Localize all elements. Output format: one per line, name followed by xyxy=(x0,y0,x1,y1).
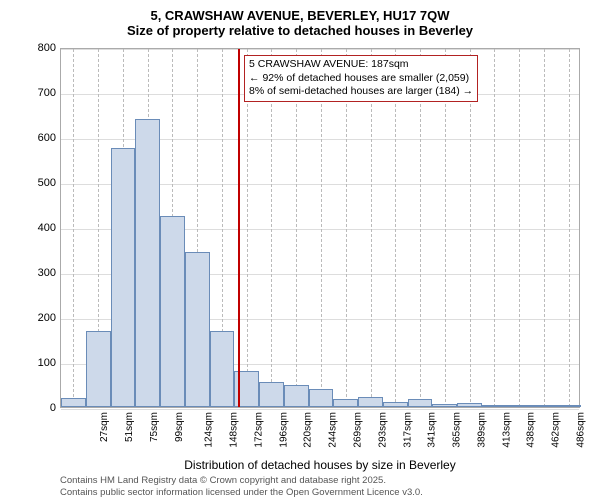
x-tick-label: 413sqm xyxy=(501,412,512,448)
gridline-h xyxy=(61,409,579,410)
histogram-bar xyxy=(135,119,160,407)
gridline-v xyxy=(395,49,396,407)
x-tick-label: 172sqm xyxy=(254,412,265,448)
x-tick-label: 462sqm xyxy=(551,412,562,448)
gridline-v xyxy=(544,49,545,407)
y-tick-label: 100 xyxy=(38,357,56,369)
gridline-h xyxy=(61,49,579,50)
x-tick-label: 341sqm xyxy=(427,412,438,448)
histogram-bar xyxy=(408,399,433,407)
histogram-bar xyxy=(259,382,284,407)
gridline-v xyxy=(296,49,297,407)
histogram-bar xyxy=(507,405,532,407)
gridline-v xyxy=(420,49,421,407)
histogram-bar xyxy=(358,397,383,407)
histogram-bar xyxy=(482,405,507,407)
x-tick-label: 244sqm xyxy=(328,412,339,448)
chart-title: 5, CRAWSHAW AVENUE, BEVERLEY, HU17 7QW xyxy=(0,0,600,23)
property-marker-line xyxy=(238,49,240,407)
x-tick-label: 486sqm xyxy=(575,412,586,448)
footer-line1: Contains HM Land Registry data © Crown c… xyxy=(60,475,423,486)
histogram-bar xyxy=(432,404,457,407)
histogram-bar xyxy=(210,331,235,408)
chart-subtitle: Size of property relative to detached ho… xyxy=(0,23,600,38)
x-tick-label: 438sqm xyxy=(526,412,537,448)
x-axis-label: Distribution of detached houses by size … xyxy=(60,458,580,472)
gridline-v xyxy=(73,49,74,407)
histogram-bar xyxy=(333,399,358,407)
chart-footer: Contains HM Land Registry data © Crown c… xyxy=(60,475,423,498)
x-tick-label: 148sqm xyxy=(229,412,240,448)
histogram-bar xyxy=(86,331,111,408)
footer-line2: Contains public sector information licen… xyxy=(60,487,423,498)
y-tick-label: 600 xyxy=(38,132,56,144)
gridline-v xyxy=(494,49,495,407)
histogram-bar xyxy=(160,216,185,407)
x-tick-label: 124sqm xyxy=(204,412,215,448)
x-tick-label: 365sqm xyxy=(452,412,463,448)
histogram-bar xyxy=(111,148,136,407)
gridline-v xyxy=(371,49,372,407)
histogram-bar xyxy=(383,402,408,407)
gridline-v xyxy=(445,49,446,407)
gridline-v xyxy=(346,49,347,407)
y-tick-label: 800 xyxy=(38,42,56,54)
y-tick-label: 200 xyxy=(38,312,56,324)
x-tick-label: 269sqm xyxy=(353,412,364,448)
histogram-bar xyxy=(61,398,86,407)
y-tick-label: 700 xyxy=(38,87,56,99)
annotation-line3: 8% of semi-detached houses are larger (1… xyxy=(249,85,473,99)
gridline-v xyxy=(569,49,570,407)
x-tick-label: 220sqm xyxy=(303,412,314,448)
histogram-bar xyxy=(556,405,581,407)
histogram-bar xyxy=(309,389,334,407)
x-tick-label: 99sqm xyxy=(174,412,185,442)
x-tick-label: 75sqm xyxy=(149,412,160,442)
y-tick-label: 500 xyxy=(38,177,56,189)
annotation-line2: ← 92% of detached houses are smaller (2,… xyxy=(249,72,473,86)
gridline-v xyxy=(470,49,471,407)
annotation-box: 5 CRAWSHAW AVENUE: 187sqm← 92% of detach… xyxy=(244,55,478,102)
gridline-v xyxy=(271,49,272,407)
x-tick-label: 27sqm xyxy=(99,412,110,442)
x-tick-label: 196sqm xyxy=(278,412,289,448)
y-tick-label: 300 xyxy=(38,267,56,279)
histogram-bar xyxy=(457,403,482,408)
x-tick-label: 389sqm xyxy=(476,412,487,448)
x-tick-label: 293sqm xyxy=(377,412,388,448)
x-tick-label: 317sqm xyxy=(402,412,413,448)
histogram-bar xyxy=(531,405,556,407)
gridline-v xyxy=(321,49,322,407)
histogram-bar xyxy=(284,385,309,408)
gridline-v xyxy=(247,49,248,407)
x-tick-label: 51sqm xyxy=(124,412,135,442)
chart-plot-area: 5 CRAWSHAW AVENUE: 187sqm← 92% of detach… xyxy=(60,48,580,408)
annotation-line1: 5 CRAWSHAW AVENUE: 187sqm xyxy=(249,58,473,72)
y-tick-label: 400 xyxy=(38,222,56,234)
y-tick-label: 0 xyxy=(50,402,56,414)
gridline-v xyxy=(519,49,520,407)
histogram-bar xyxy=(185,252,210,407)
